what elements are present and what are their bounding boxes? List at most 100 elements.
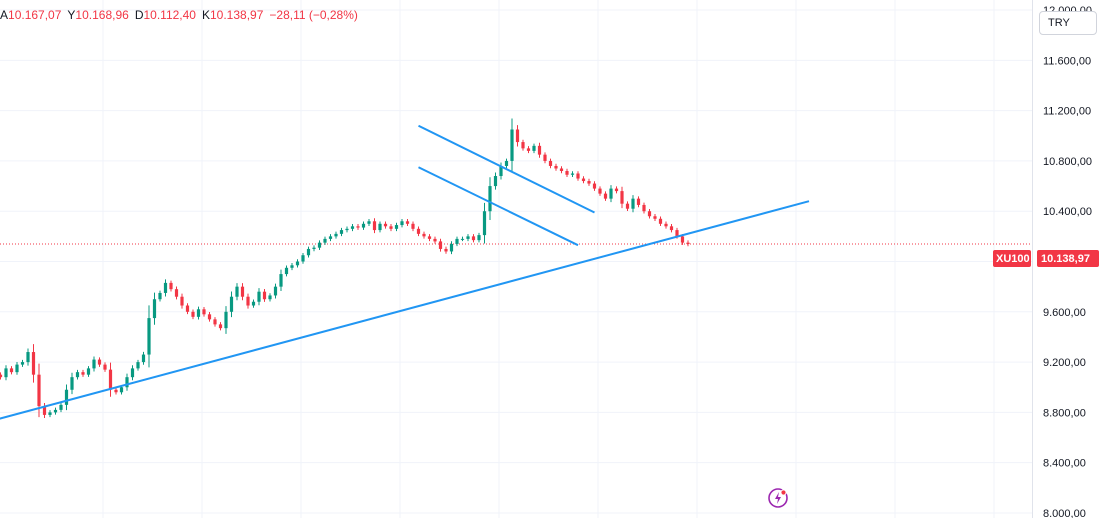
candle-body xyxy=(290,265,294,268)
candle-body xyxy=(235,286,239,297)
candle-body xyxy=(570,173,575,175)
candle-body xyxy=(669,226,674,231)
candle-body xyxy=(169,282,173,290)
candle-body xyxy=(565,170,569,175)
candle-body xyxy=(26,352,30,363)
candle-body xyxy=(438,241,443,249)
candle-body xyxy=(598,188,602,194)
candle-body xyxy=(86,368,91,375)
candle-body xyxy=(477,235,481,241)
candle-body xyxy=(554,165,558,169)
candle-body xyxy=(323,238,327,243)
y-tick-label: 9.200,00 xyxy=(1043,357,1086,369)
candle-body xyxy=(548,160,553,166)
y-tick-label: 8.800,00 xyxy=(1043,407,1086,419)
candle-body xyxy=(224,311,228,329)
candle-body xyxy=(262,291,267,300)
ohlc-open: A10.167,07 xyxy=(0,8,62,22)
candle-body xyxy=(158,292,162,300)
candle-body xyxy=(339,230,344,234)
candle-body xyxy=(581,178,586,182)
candle-body xyxy=(444,248,448,252)
candle-body xyxy=(350,226,355,229)
candle-body xyxy=(301,255,305,262)
y-tick-label: 11.200,00 xyxy=(1043,106,1091,118)
candle-body xyxy=(625,203,630,209)
candle-body xyxy=(642,204,646,212)
ohlc-legend: A10.167,07 Y10.168,96 D10.112,40 K10.138… xyxy=(0,8,364,22)
candle-body xyxy=(0,374,3,378)
candle-body xyxy=(213,319,217,325)
candle-body xyxy=(185,305,190,312)
candle-body xyxy=(400,221,404,226)
candle-body xyxy=(312,247,316,249)
candle-body xyxy=(15,364,19,373)
candle-body xyxy=(284,267,289,275)
price-badge: 10.138,97 xyxy=(1037,250,1099,267)
candle-body xyxy=(97,359,102,365)
candle-body xyxy=(559,168,564,171)
candle-body xyxy=(482,211,487,236)
candle-body xyxy=(658,218,663,224)
candle-body xyxy=(202,309,206,315)
candle-body xyxy=(405,221,410,224)
candle-body xyxy=(257,291,261,302)
candle-body xyxy=(81,372,85,375)
candle-body xyxy=(119,387,124,393)
candle-body xyxy=(240,286,245,297)
candle-body xyxy=(460,238,465,240)
candle-body xyxy=(246,296,250,306)
candle-body xyxy=(273,286,278,296)
candle-body xyxy=(686,242,690,245)
y-tick-label: 10.800,00 xyxy=(1043,156,1092,168)
y-tick-label: 9.600,00 xyxy=(1043,307,1086,319)
symbol-badge: XU100 xyxy=(993,250,1031,267)
candle-body xyxy=(389,226,393,229)
candle-body xyxy=(631,198,635,209)
y-tick-label: 10.400,00 xyxy=(1043,206,1092,218)
lightning-bolt-icon[interactable] xyxy=(767,487,789,509)
candle-body xyxy=(427,236,432,239)
candle-body xyxy=(614,188,619,192)
ohlc-close: K10.138,97 xyxy=(201,8,264,22)
currency-button[interactable]: TRY xyxy=(1039,11,1097,35)
candle-body xyxy=(372,221,377,231)
candle-body xyxy=(229,296,234,312)
candle-body xyxy=(378,223,382,231)
candle-body xyxy=(521,142,525,149)
candle-body xyxy=(334,233,338,237)
candle-body xyxy=(449,243,454,252)
candle-body xyxy=(114,389,118,393)
candle-body xyxy=(411,223,415,229)
candle-body xyxy=(367,221,371,224)
candle-body xyxy=(356,226,360,228)
candle-body xyxy=(620,191,624,204)
candle-body xyxy=(609,188,613,199)
candle-body xyxy=(653,216,657,219)
candle-body xyxy=(174,289,179,297)
y-tick-label: 11.600,00 xyxy=(1043,55,1091,67)
candle-body xyxy=(394,225,399,229)
candle-body xyxy=(42,406,47,415)
trendline xyxy=(418,124,595,214)
candle-body xyxy=(147,318,151,355)
candle-body xyxy=(31,352,36,375)
candle-body xyxy=(130,368,135,378)
candle-body xyxy=(9,368,14,373)
candle-body xyxy=(466,236,470,239)
candle-body xyxy=(20,362,25,365)
candle-body xyxy=(251,301,256,306)
candle-body xyxy=(471,236,476,241)
ohlc-change: −28,11 (−0,28%) xyxy=(269,8,358,22)
candle-body xyxy=(499,165,503,177)
candle-body xyxy=(504,160,509,166)
candle-body xyxy=(4,368,8,378)
candle-body xyxy=(191,311,195,317)
candle-body xyxy=(125,377,129,388)
candle-body xyxy=(141,354,146,363)
candle-body xyxy=(180,296,184,306)
candle-body xyxy=(543,154,547,161)
candle-body xyxy=(295,261,300,266)
